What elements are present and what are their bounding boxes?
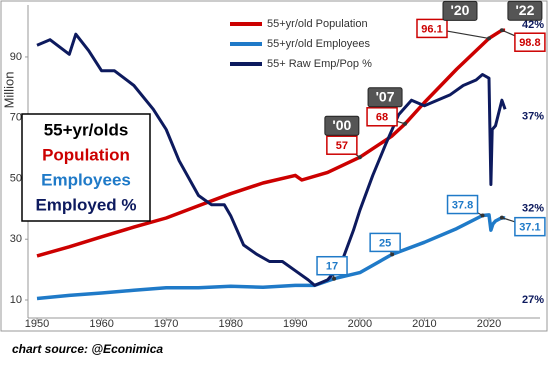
annotation-point	[499, 28, 504, 33]
x-tick-label: 2010	[412, 318, 436, 330]
annotation-point	[390, 252, 395, 257]
series-line	[36, 28, 506, 258]
annotation-tag: '07	[376, 88, 395, 104]
annotation-point	[357, 155, 362, 160]
legend-label: 55+ Raw Emp/Pop %	[267, 58, 372, 70]
annotation-point	[403, 121, 408, 126]
annotation-tag-box	[324, 115, 360, 136]
annotation-box	[369, 232, 401, 253]
series-line	[36, 32, 507, 287]
annotation-value: 68	[376, 112, 388, 124]
y2-tick-label: 37%	[522, 111, 544, 123]
x-tick-label: 2000	[348, 318, 372, 330]
annotation-value: 25	[379, 237, 391, 249]
x-tick-label: 2020	[477, 318, 501, 330]
annotation-point	[480, 213, 485, 218]
source: chart source: @Econimica	[12, 342, 163, 356]
annotation-value: 37.8	[452, 199, 473, 211]
y2-tick-label: 27%	[522, 294, 544, 306]
annotation-point	[499, 215, 504, 220]
annotation-value: 37.1	[519, 222, 540, 234]
annotation-box	[514, 32, 546, 52]
label-box-text: Population	[42, 145, 130, 164]
annotation-value: 17	[326, 261, 338, 273]
annotation-box	[366, 107, 398, 127]
label-box-text: Employees	[41, 170, 131, 189]
legend-label: 55+yr/old Population	[267, 18, 368, 30]
annotation-box	[416, 18, 448, 39]
annotation-point	[486, 36, 491, 41]
x-tick-label: 1990	[283, 318, 307, 330]
annotation-box	[514, 216, 546, 237]
y-tick-label: 10	[10, 294, 22, 306]
label-box-text: 55+yr/olds	[44, 120, 129, 139]
annotation-value: 96.1	[421, 23, 442, 35]
y-tick-label: 30	[10, 233, 22, 245]
label-box	[21, 113, 151, 222]
y2-tick-label: 42%	[522, 19, 544, 31]
x-tick-label: 1970	[154, 318, 178, 330]
x-tick-label: 1960	[89, 318, 113, 330]
series-line	[36, 213, 506, 301]
label-box-text: Employed %	[35, 195, 136, 214]
annotation-tag-box	[442, 0, 478, 21]
annotation-tag-box	[507, 0, 543, 21]
y-axis-label: Million	[1, 72, 16, 109]
y-tick-label: 70	[10, 112, 22, 124]
x-tick-label: 1950	[25, 318, 49, 330]
annotation-point	[332, 276, 337, 281]
annotation-tag-box	[367, 87, 403, 108]
x-tick-label: 1980	[218, 318, 242, 330]
annotation-tag: '22	[515, 2, 534, 18]
annotation-tag: '00	[332, 117, 351, 133]
annotation-box	[326, 135, 358, 155]
legend-label: 55+yr/old Employees	[267, 38, 371, 50]
y-tick-label: 90	[10, 51, 22, 63]
annotation-tag: '20	[451, 2, 470, 18]
y2-tick-label: 32%	[522, 202, 544, 214]
annotation-value: 57	[336, 140, 348, 152]
y-tick-label: 50	[10, 172, 22, 184]
annotation-box	[316, 255, 348, 276]
annotation-box	[446, 194, 479, 215]
annotation-value: 98.8	[519, 37, 540, 49]
